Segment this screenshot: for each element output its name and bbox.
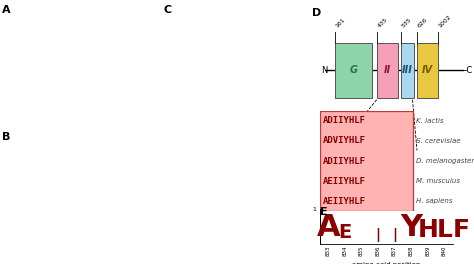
Text: ADIIYHLF: ADIIYHLF [323,116,366,125]
Text: |: | [392,228,397,242]
Text: IV: IV [422,65,433,75]
Text: B: B [2,132,11,142]
Text: 1002: 1002 [438,15,453,29]
Text: H: H [417,218,438,242]
Text: Y: Y [400,213,422,242]
FancyBboxPatch shape [377,43,398,98]
Text: 836: 836 [375,245,381,256]
Text: amino acid position: amino acid position [352,262,420,264]
Text: A: A [2,5,11,15]
Text: 837: 837 [392,245,397,256]
Text: ADIIYHLF: ADIIYHLF [323,157,366,166]
Text: 435: 435 [377,17,389,29]
Text: II: II [383,65,391,75]
Text: 835: 835 [359,245,364,256]
Text: D. melanogaster: D. melanogaster [416,158,474,164]
Text: AEIIYHLF: AEIIYHLF [323,197,366,206]
Text: C: C [164,5,172,15]
Text: L: L [437,218,452,242]
Text: AEIIYHLF: AEIIYHLF [323,177,366,186]
Text: III: III [402,65,413,75]
Text: M. musculus: M. musculus [416,178,459,184]
Text: G: G [349,65,357,75]
Text: S. cerevisiae: S. cerevisiae [416,138,460,144]
Text: H. sapiens: H. sapiens [416,198,452,204]
FancyBboxPatch shape [335,43,372,98]
Text: 840: 840 [442,245,447,256]
Text: 161: 161 [335,17,346,29]
FancyBboxPatch shape [401,43,414,98]
FancyBboxPatch shape [417,43,438,98]
Text: E: E [320,207,328,216]
Text: 834: 834 [342,245,347,256]
Text: 838: 838 [409,245,414,256]
Text: E: E [338,223,351,242]
Text: 626: 626 [417,17,429,29]
Text: 833: 833 [326,245,331,256]
Text: 535: 535 [401,17,412,29]
Text: —C: —C [459,66,473,75]
Text: F: F [453,218,469,242]
Text: N: N [321,66,328,75]
Text: 1: 1 [313,207,317,212]
Text: ADVIYHLF: ADVIYHLF [323,136,366,145]
FancyBboxPatch shape [320,111,412,211]
Text: D: D [312,8,322,18]
Text: 839: 839 [425,245,430,256]
Text: A: A [317,213,340,242]
Text: K. lactis: K. lactis [416,118,443,124]
Text: 837: 837 [346,126,360,132]
Text: |: | [375,228,381,242]
